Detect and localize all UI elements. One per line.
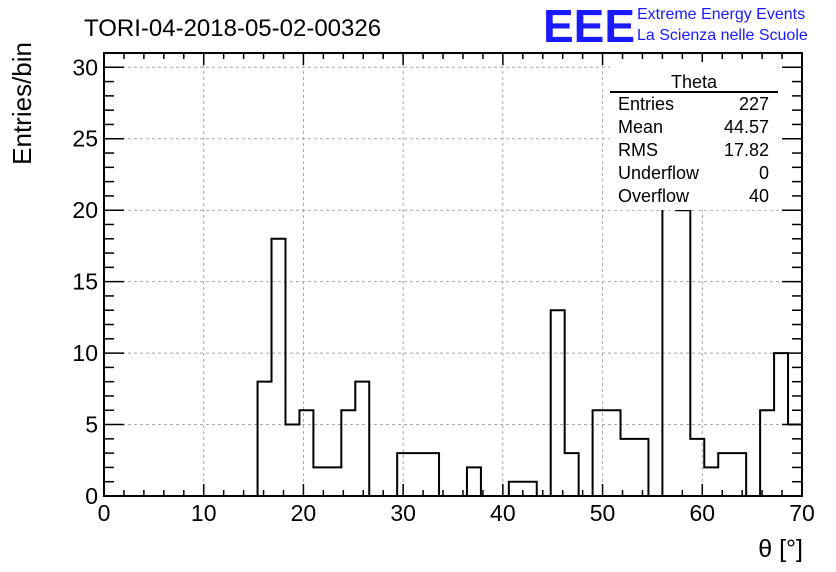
eee-logo: EEE Extreme Energy Events La Scienza nel…: [543, 0, 808, 52]
stats-row-value: 227: [739, 94, 769, 114]
x-tick-label: 50: [590, 500, 616, 526]
x-tick-label: 10: [191, 500, 217, 526]
stats-row-label: Entries: [618, 94, 674, 114]
stats-row-value: 40: [749, 186, 769, 206]
grid-lines: [104, 53, 802, 496]
eee-logo-mark: EEE: [543, 0, 635, 52]
stats-row-value: 0: [759, 163, 769, 183]
axis-ticks: [103, 52, 803, 497]
y-tick-label: 20: [72, 197, 98, 223]
y-tick-label: 10: [72, 340, 98, 366]
stats-row-value: 44.57: [724, 117, 769, 137]
x-tick-labels: 0 10 20 30 40 50 60 70: [98, 500, 815, 526]
x-tick-label: 70: [789, 500, 815, 526]
x-tick-label: 60: [689, 500, 715, 526]
x-tick-label: 0: [98, 500, 111, 526]
stats-row-label: RMS: [618, 140, 658, 160]
x-tick-label: 40: [490, 500, 516, 526]
y-tick-label: 0: [85, 483, 98, 509]
eee-logo-line1: Extreme Energy Events: [637, 6, 805, 23]
chart-title: TORI-04-2018-05-02-00326: [84, 15, 381, 42]
eee-logo-line2: La Scienza nelle Scuole: [637, 27, 808, 44]
y-tick-label: 15: [72, 269, 98, 295]
y-tick-label: 30: [72, 54, 98, 80]
stats-rows: Entries 227 Mean 44.57 RMS 17.82 Underflow 0 Ove…: [618, 94, 769, 206]
y-tick-label: 25: [72, 126, 98, 152]
x-axis-label: θ [°]: [758, 535, 803, 563]
stats-row-value: 17.82: [724, 140, 769, 160]
stats-title: Theta: [671, 72, 718, 92]
y-tick-labels: 0 5 10 15 20 25 30: [72, 54, 98, 509]
y-tick-label: 5: [85, 412, 98, 438]
x-tick-label: 30: [390, 500, 416, 526]
plot-frame: [103, 52, 803, 497]
x-tick-label: 20: [291, 500, 317, 526]
stats-row-label: Mean: [618, 117, 663, 137]
stats-box: Theta Entries 227 Mean 44.57 RMS 17.82 Underfl…: [610, 62, 778, 210]
y-axis-label: Entries/bin: [7, 42, 37, 165]
stats-row-label: Overflow: [618, 186, 690, 206]
stats-row-label: Underflow: [618, 163, 700, 183]
stats-box-background: [610, 62, 778, 210]
